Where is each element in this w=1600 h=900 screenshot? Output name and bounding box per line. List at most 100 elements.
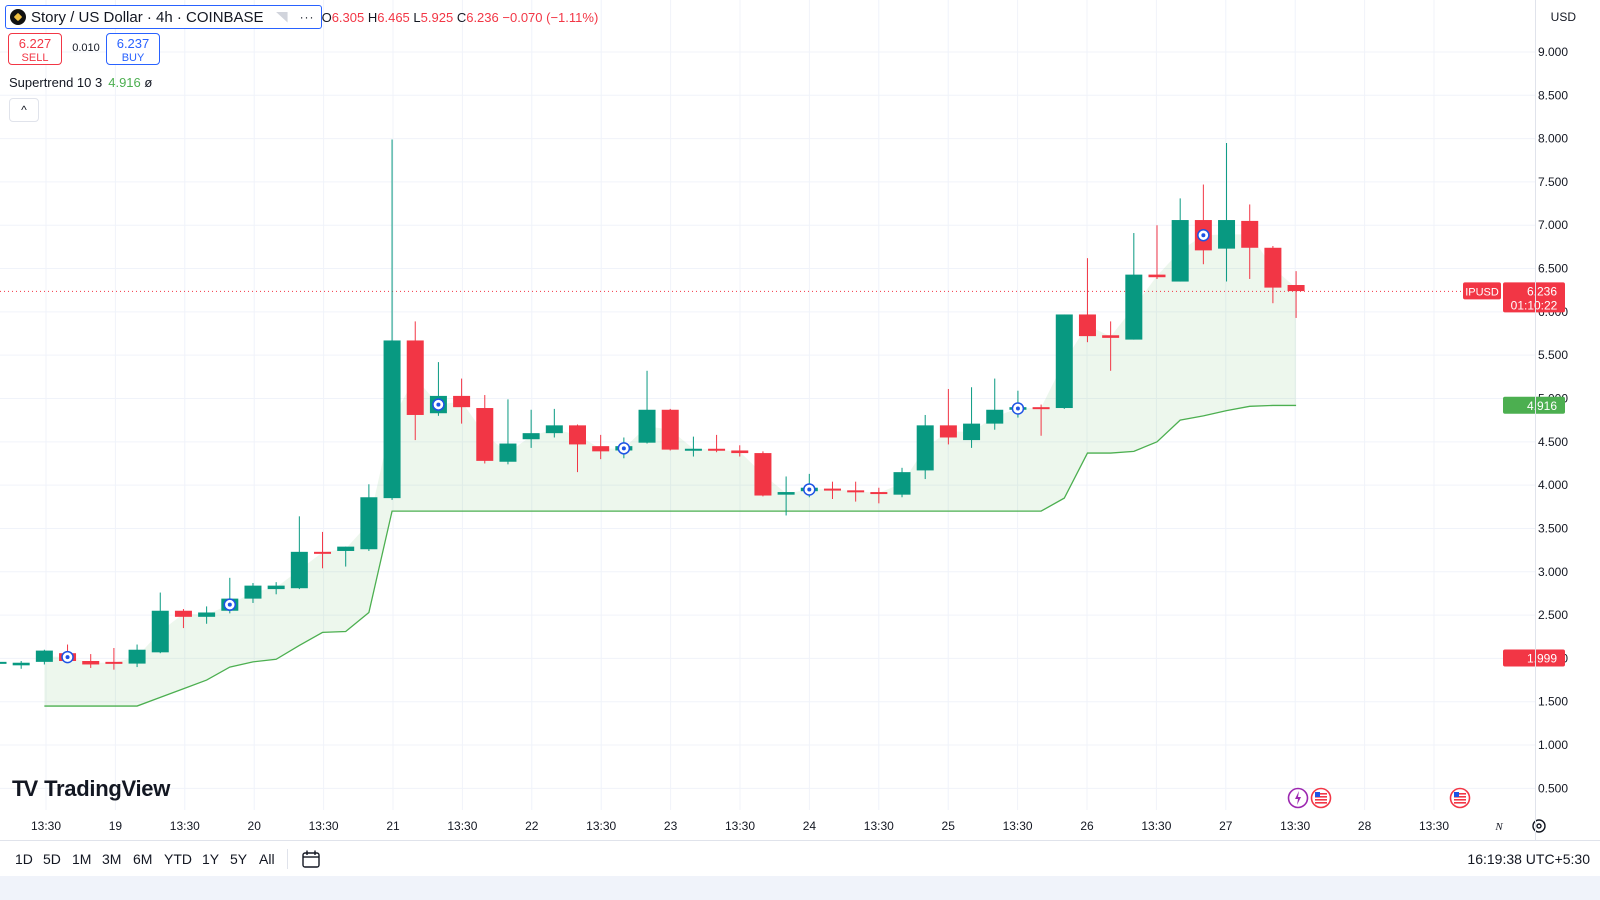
candle	[476, 395, 494, 464]
candle-body	[1125, 274, 1143, 340]
ohlc-close: 6.236	[466, 9, 499, 25]
more-icon[interactable]: ···	[299, 10, 315, 24]
event-icon-ring	[1449, 787, 1471, 809]
candle-body	[684, 448, 702, 451]
candle-body	[82, 660, 100, 665]
symbol-title-box[interactable]: Story / US Dollar · 4h · COINBASE ···	[5, 5, 322, 29]
candle-body	[1055, 314, 1073, 409]
flag-canton	[1315, 792, 1320, 797]
time-tick-label: 13:30	[1141, 819, 1171, 833]
candle-body	[1032, 407, 1050, 410]
range-ytd[interactable]: YTD	[164, 851, 192, 867]
range-1m[interactable]: 1M	[72, 851, 92, 867]
chevron-up-icon: ^	[21, 103, 27, 117]
candle	[777, 476, 795, 516]
supertrend-value: 4.916	[108, 75, 141, 90]
marker-dot	[65, 655, 70, 660]
candle-body	[105, 661, 123, 664]
currency-label[interactable]: USD	[1550, 10, 1576, 24]
candle-body	[870, 492, 888, 495]
symbol-axis-tag: IPUSD	[1465, 286, 1499, 298]
candle-body	[314, 551, 332, 554]
price-tick-label: 8.000	[1538, 132, 1568, 146]
candle	[963, 387, 981, 448]
time-tick-label: 25	[942, 819, 956, 833]
time-tick-label: 13:30	[1003, 819, 1033, 833]
time-tick-label: 20	[248, 819, 262, 833]
range-6m[interactable]: 6M	[133, 851, 153, 867]
candle	[105, 648, 123, 670]
candle	[1032, 404, 1050, 436]
tv-mark-icon: TV	[12, 776, 38, 801]
ohlc-h-label: H	[367, 9, 378, 25]
buy-price: 6.237	[116, 36, 150, 51]
range-3m[interactable]: 3M	[102, 851, 122, 867]
time-tick-label: 13:30	[1419, 819, 1449, 833]
flag-stripe	[1454, 802, 1466, 804]
range-all[interactable]: All	[259, 851, 275, 867]
price-tick-label: 1.500	[1538, 695, 1568, 709]
candle	[151, 592, 169, 654]
flag-stripe	[1315, 802, 1327, 804]
symbol-title: Story / US Dollar · 4h · COINBASE	[31, 8, 264, 26]
flag-icon	[275, 11, 288, 23]
toolbar-divider	[287, 849, 288, 869]
time-tick-label: 22	[525, 819, 539, 833]
tradingview-logo[interactable]: TV TradingView	[12, 776, 170, 802]
bottom-toolbar: 1D 5D 1M 3M 6M YTD 1Y 5Y All 16:19:38 UT…	[0, 840, 1600, 877]
candle	[939, 388, 957, 445]
range-1d[interactable]: 1D	[15, 851, 33, 867]
tradingview-logo-text: TradingView	[44, 776, 171, 801]
marker-dot	[1201, 233, 1206, 238]
time-tick-label: 13:30	[447, 819, 477, 833]
candle	[731, 445, 749, 457]
candle-body	[244, 585, 262, 599]
range-1y[interactable]: 1Y	[202, 851, 220, 867]
ohlc-l-label: L	[413, 9, 421, 25]
candle-body	[499, 443, 517, 462]
flag-stripe	[1315, 793, 1327, 795]
candle-body	[1287, 285, 1305, 292]
candle-body	[754, 453, 772, 496]
candle	[592, 434, 610, 460]
candle-body	[893, 472, 911, 495]
candle	[661, 408, 679, 451]
clock-display[interactable]: 16:19:38 UTC+5:30	[1467, 851, 1590, 867]
candle	[522, 409, 540, 448]
sell-button[interactable]: 6.227 SELL	[8, 33, 62, 65]
candle	[82, 654, 100, 668]
price-tick-label: 4.000	[1538, 478, 1568, 492]
candle	[1171, 198, 1189, 282]
price-tick-label: 7.000	[1538, 218, 1568, 232]
candle-body	[12, 662, 30, 666]
supertrend-legend[interactable]: Supertrend 10 3 4.916 ø	[9, 75, 152, 90]
candle	[545, 408, 563, 438]
candle	[383, 139, 401, 500]
low-axis-label-bg	[1503, 649, 1565, 667]
flag-canton	[1454, 792, 1459, 797]
candle	[1148, 225, 1166, 279]
flag-stripe	[1315, 799, 1327, 801]
price-tick-label: 2.500	[1538, 608, 1568, 622]
supertrend-line	[44, 404, 1297, 707]
range-5y[interactable]: 5Y	[230, 851, 248, 867]
candle-body	[545, 425, 563, 434]
range-5d[interactable]: 5D	[43, 851, 61, 867]
lightning-glyph	[1295, 791, 1301, 805]
candle-body	[151, 610, 169, 653]
candle-body	[35, 650, 53, 662]
candle	[0, 661, 7, 664]
marker-dot	[436, 402, 441, 407]
event-marker-icon	[432, 398, 445, 411]
calendar-icon[interactable]	[301, 849, 321, 869]
candle	[847, 481, 865, 502]
lightning-icon	[1287, 787, 1309, 809]
event-marker-icon	[1011, 402, 1025, 415]
collapse-legend-button[interactable]: ^	[9, 98, 39, 122]
candle-body	[453, 395, 471, 408]
candle-body	[383, 340, 401, 499]
supertrend-fill	[44, 234, 1297, 707]
buy-button[interactable]: 6.237 BUY	[106, 33, 160, 65]
time-tick-label: 13:30	[586, 819, 616, 833]
